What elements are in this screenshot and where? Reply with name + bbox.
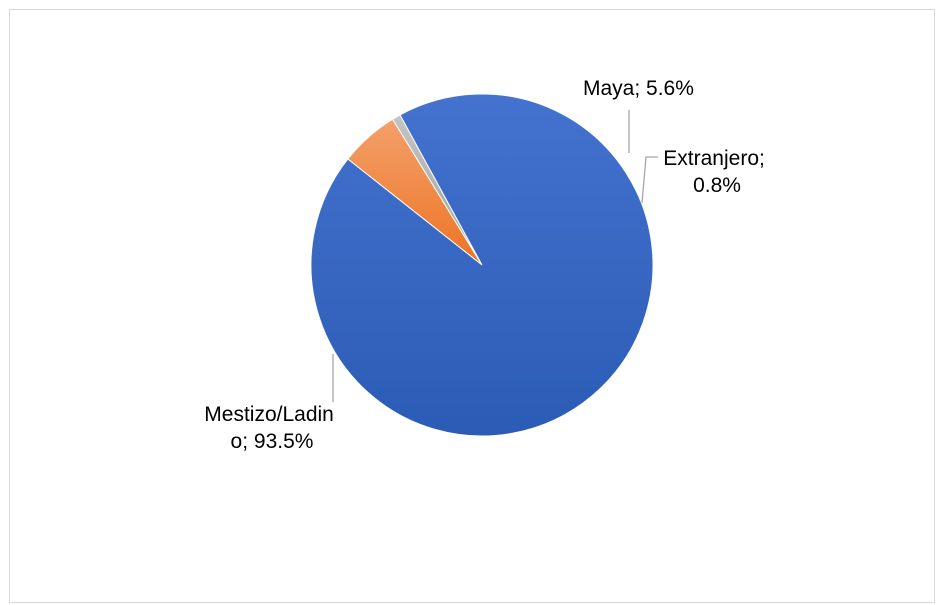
data-label-extranjero: Extranjero; 0.8% xyxy=(663,147,770,197)
data-labels: Maya; 5.6% Extranjero; 0.8% Mestizo/Ladi… xyxy=(204,77,770,453)
leader-lines xyxy=(332,110,658,402)
data-label-maya: Maya; 5.6% xyxy=(583,77,694,100)
pie-chart: Maya; 5.6% Extranjero; 0.8% Mestizo/Ladi… xyxy=(204,77,770,453)
pie-slice-mestizo-ladino xyxy=(310,93,654,437)
data-label-mestizo-ladino: Mestizo/Ladin o; 93.5% xyxy=(204,403,339,453)
pie-slices xyxy=(310,93,654,437)
chart-area: Maya; 5.6% Extranjero; 0.8% Mestizo/Ladi… xyxy=(9,9,935,603)
leader-line-extranjero xyxy=(641,156,658,204)
